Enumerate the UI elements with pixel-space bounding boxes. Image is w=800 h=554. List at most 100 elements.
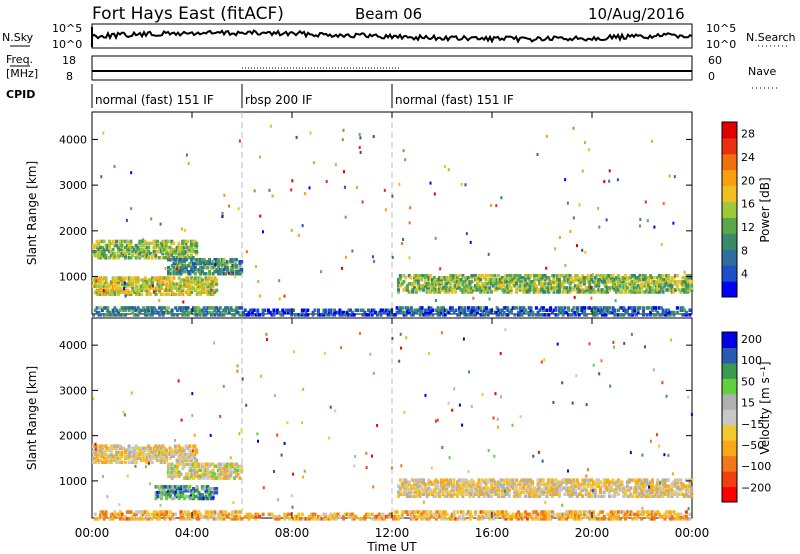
cpid-label: CPID [6, 88, 35, 101]
colorbar-tick-label: 15 [741, 397, 755, 410]
beam-title: Beam 06 [355, 5, 422, 23]
colorbar-tick-label: 12 [741, 221, 755, 234]
noise-tick-bottom-right: 10^0 [706, 38, 736, 51]
station-title: Fort Hays East (fitACF) [92, 4, 284, 24]
nave-label: Nave [748, 65, 776, 78]
colorbar-tick-label: 24 [741, 151, 755, 164]
y-tick-label: 1000 [59, 475, 87, 488]
colorbar-swatch [722, 169, 737, 187]
y-tick-label: 3000 [59, 179, 87, 192]
colorbar-swatch [722, 201, 737, 218]
colorbar-swatch [722, 424, 737, 441]
noise-tick-bottom: 10^0 [52, 38, 82, 51]
cpid-segment-label: normal (fast) 151 IF [95, 93, 214, 107]
colorbar-swatch [722, 281, 737, 298]
echo-region [154, 485, 219, 501]
colorbar-swatch [722, 378, 737, 395]
colorbar-swatch [722, 233, 737, 250]
y-tick-label: 2000 [59, 430, 87, 443]
echo-region [397, 478, 694, 498]
noise-panel: N.Sky 10^5 10^0 10^5 10^0 N.Search [2, 22, 796, 51]
freq-panel: Freq. [MHz] 18 8 60 0 Nave [6, 53, 780, 89]
noise-tick-top-right: 10^5 [706, 22, 736, 35]
date-title: 10/Aug/2016 [588, 5, 685, 23]
y-tick-label: 1000 [59, 271, 87, 284]
colorbar-swatch [722, 185, 737, 202]
x-tick-label: 08:00 [275, 526, 310, 540]
colorbar-tick-label: 50 [741, 375, 755, 388]
freq-label-2: [MHz] [6, 67, 38, 80]
cpid-panel: CPID normal (fast) 151 IF rbsp 200 IF norm… [6, 84, 514, 108]
colorbar-tick-label: −15 [741, 418, 764, 431]
y-tick-label: 4000 [59, 133, 87, 146]
x-tick-label: 16:00 [475, 526, 510, 540]
colorbar-tick-label: 16 [741, 198, 755, 211]
echo-region [242, 308, 394, 317]
y-tick-label: 2000 [59, 225, 87, 238]
colorbar-swatch [722, 217, 737, 234]
x-axis-label: Time UT [366, 540, 417, 554]
power-panel: Slant Range [km] 1000 2000 3000 4000 4 8 12 16… [25, 111, 772, 317]
colorbar-tick-label: 200 [741, 333, 762, 346]
power-colorbar-label: Power [dB] [758, 177, 772, 242]
echo-region [92, 306, 244, 317]
echo-region [392, 510, 692, 521]
velocity-panel: Slant Range [km] 1000 2000 3000 4000 200 100… [25, 112, 772, 554]
echo-region [392, 306, 692, 317]
nave-tick-60: 60 [708, 54, 722, 67]
echo-region [92, 239, 199, 260]
colorbar-tick-label: 8 [741, 244, 748, 257]
y-tick-label: 3000 [59, 384, 87, 397]
colorbar-swatch [722, 347, 737, 364]
cpid-segment-label: normal (fast) 151 IF [395, 93, 514, 107]
colorbar-swatch [722, 486, 737, 503]
velocity-colorbar-label: Velocity [m s⁻¹] [758, 361, 772, 454]
nave-tick-0: 0 [708, 70, 715, 83]
noise-search-label: N.Search [746, 31, 796, 44]
colorbar-swatch [722, 471, 737, 488]
colorbar-tick-label: −50 [741, 439, 764, 452]
echo-region [243, 512, 394, 521]
y-tick-label: 4000 [59, 339, 87, 352]
colorbar-swatch [722, 137, 737, 155]
colorbar-swatch [722, 455, 737, 472]
freq-label-1: Freq. [6, 53, 33, 66]
colorbar-swatch [722, 122, 737, 139]
colorbar-swatch [722, 393, 737, 410]
colorbar-swatch [722, 409, 737, 426]
colorbar-tick-label: 4 [741, 268, 748, 281]
colorbar-swatch [722, 153, 737, 171]
noise-sky-label: N.Sky [2, 31, 34, 44]
colorbar-tick-label: 28 [741, 128, 755, 141]
x-tick-label: 00:00 [675, 526, 710, 540]
colorbar-tick-label: −100 [741, 460, 771, 473]
x-tick-label: 00:00 [75, 526, 110, 540]
echo-region [397, 274, 694, 294]
x-tick-label: 04:00 [175, 526, 210, 540]
noise-line [91, 29, 693, 44]
freq-trace [92, 67, 692, 72]
colorbar-swatch [722, 332, 737, 348]
x-tick-label: 20:00 [575, 526, 610, 540]
scatter-speckles [92, 328, 693, 511]
colorbar-swatch [722, 249, 737, 266]
freq-tick-8: 8 [66, 70, 73, 83]
scatter-speckles [95, 124, 686, 304]
echo-region [93, 510, 244, 521]
noise-trace [91, 27, 693, 47]
x-tick-label: 12:00 [375, 526, 410, 540]
velocity-ylabel: Slant Range [km] [25, 366, 39, 470]
power-ylabel: Slant Range [km] [25, 161, 39, 265]
colorbar-tick-label: 100 [741, 354, 762, 367]
colorbar-tick-label: −200 [741, 481, 771, 494]
colorbar-swatch [722, 362, 737, 379]
echo-region [167, 258, 244, 276]
colorbar-frame [721, 331, 738, 503]
echo-region [92, 276, 219, 296]
colorbar-frame [721, 121, 738, 298]
noise-tick-top: 10^5 [52, 22, 82, 35]
echo-region [167, 462, 244, 480]
echo-region [92, 444, 199, 464]
colorbar-swatch [722, 440, 737, 457]
